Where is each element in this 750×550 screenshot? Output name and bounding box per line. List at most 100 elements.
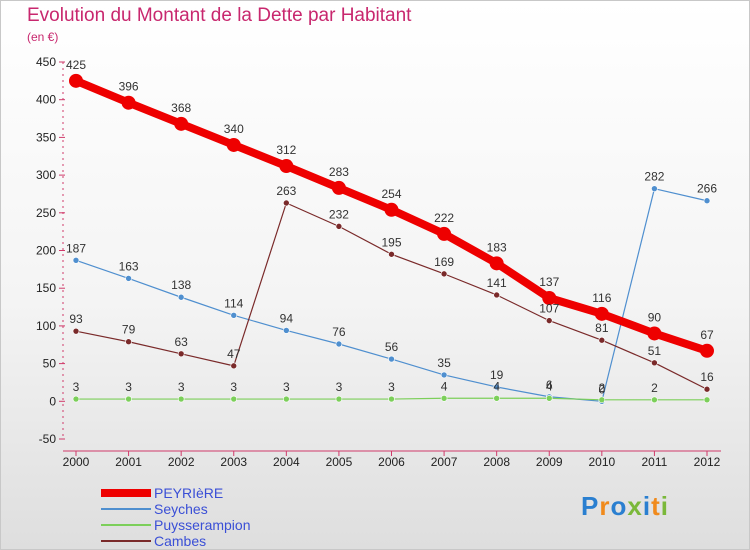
logo-letter: P xyxy=(581,491,600,521)
data-label: 4 xyxy=(546,379,553,393)
data-point xyxy=(283,199,290,207)
y-tick-label: 450 xyxy=(36,55,56,69)
data-label: 90 xyxy=(648,310,662,324)
x-tick-label: 2002 xyxy=(168,455,195,469)
data-point xyxy=(545,394,553,402)
logo-letter: i xyxy=(642,491,652,521)
x-tick-label: 2012 xyxy=(694,455,721,469)
data-label: 19 xyxy=(490,368,504,382)
data-label: 396 xyxy=(119,80,139,94)
data-point xyxy=(177,395,185,403)
x-tick-label: 2010 xyxy=(588,455,615,469)
series-cambes xyxy=(72,199,711,393)
legend-swatch xyxy=(101,524,151,526)
data-label: 35 xyxy=(437,356,451,370)
data-label: 16 xyxy=(700,370,714,384)
y-tick-label: 400 xyxy=(36,93,56,107)
data-label: 163 xyxy=(119,259,139,273)
data-label: 76 xyxy=(332,325,346,339)
data-point xyxy=(594,306,609,321)
chart-title: Evolution du Montant de la Dette par Hab… xyxy=(27,5,412,26)
legend-swatch xyxy=(101,508,151,510)
data-point xyxy=(437,226,452,241)
data-label: 169 xyxy=(434,255,454,269)
data-point xyxy=(177,350,185,358)
data-label: 4 xyxy=(441,379,448,393)
data-label: 79 xyxy=(122,323,136,337)
data-label: 67 xyxy=(700,328,714,342)
legend-swatch xyxy=(101,540,151,542)
data-label: 56 xyxy=(385,340,399,354)
data-point xyxy=(647,326,662,341)
data-label: 107 xyxy=(539,302,559,316)
data-point xyxy=(72,395,80,403)
data-label: 340 xyxy=(224,122,244,136)
data-label: 4 xyxy=(493,379,500,393)
logo-letter: i xyxy=(660,491,669,521)
data-label: 263 xyxy=(276,184,296,198)
proxiti-logo: Proxiti xyxy=(581,491,669,522)
data-point xyxy=(651,185,658,192)
data-label: 116 xyxy=(592,291,611,305)
data-label: 138 xyxy=(171,278,191,292)
data-point xyxy=(703,385,711,393)
data-point xyxy=(651,396,658,404)
data-label: 141 xyxy=(487,276,507,290)
y-tick-label: 250 xyxy=(36,206,56,220)
data-point xyxy=(230,362,238,370)
data-label: 312 xyxy=(276,143,296,157)
data-label: 3 xyxy=(230,380,237,394)
data-label: 93 xyxy=(69,312,83,326)
data-point xyxy=(283,327,290,334)
data-label: 3 xyxy=(125,380,132,394)
data-point xyxy=(440,394,448,402)
series-puysserampion xyxy=(72,394,711,404)
data-point xyxy=(493,383,500,391)
data-point xyxy=(489,256,504,271)
data-point xyxy=(125,395,132,403)
data-point xyxy=(493,291,500,299)
y-tick-label: 0 xyxy=(49,394,56,408)
series-layer xyxy=(69,73,714,405)
series-peyrière xyxy=(69,73,714,358)
legend-label: Puysserampion xyxy=(154,517,251,533)
data-point xyxy=(121,95,136,110)
data-label: 183 xyxy=(487,240,507,254)
legend-label: Cambes xyxy=(154,533,207,549)
data-point xyxy=(703,396,711,404)
data-point xyxy=(598,396,606,404)
data-point xyxy=(279,159,294,174)
data-label: 266 xyxy=(697,182,717,196)
x-tick-label: 2011 xyxy=(642,455,668,469)
x-tick-label: 2006 xyxy=(378,455,405,469)
data-point xyxy=(230,395,238,403)
data-point xyxy=(283,395,290,403)
data-point xyxy=(72,327,80,335)
data-label: 3 xyxy=(336,380,343,394)
y-tick-label: 200 xyxy=(36,244,56,258)
data-point xyxy=(174,116,189,131)
y-tick-label: 50 xyxy=(43,357,57,371)
data-label: 254 xyxy=(381,187,401,201)
data-point xyxy=(388,355,395,363)
data-label: 283 xyxy=(329,165,349,179)
data-point xyxy=(125,338,132,346)
data-point xyxy=(545,317,553,324)
logo-letter: x xyxy=(627,491,643,521)
data-point xyxy=(177,293,185,301)
data-point xyxy=(388,395,395,403)
data-point xyxy=(335,395,343,403)
data-label: 3 xyxy=(283,380,290,394)
data-label: 368 xyxy=(171,101,191,115)
logo-letter: r xyxy=(599,491,611,521)
data-point xyxy=(440,371,448,379)
data-point xyxy=(700,343,714,358)
data-point xyxy=(384,202,399,217)
data-point xyxy=(331,180,346,195)
data-point xyxy=(226,137,241,152)
data-point xyxy=(388,250,395,258)
data-label: 81 xyxy=(595,321,609,335)
series-seyches xyxy=(72,185,711,405)
data-point xyxy=(542,291,557,306)
